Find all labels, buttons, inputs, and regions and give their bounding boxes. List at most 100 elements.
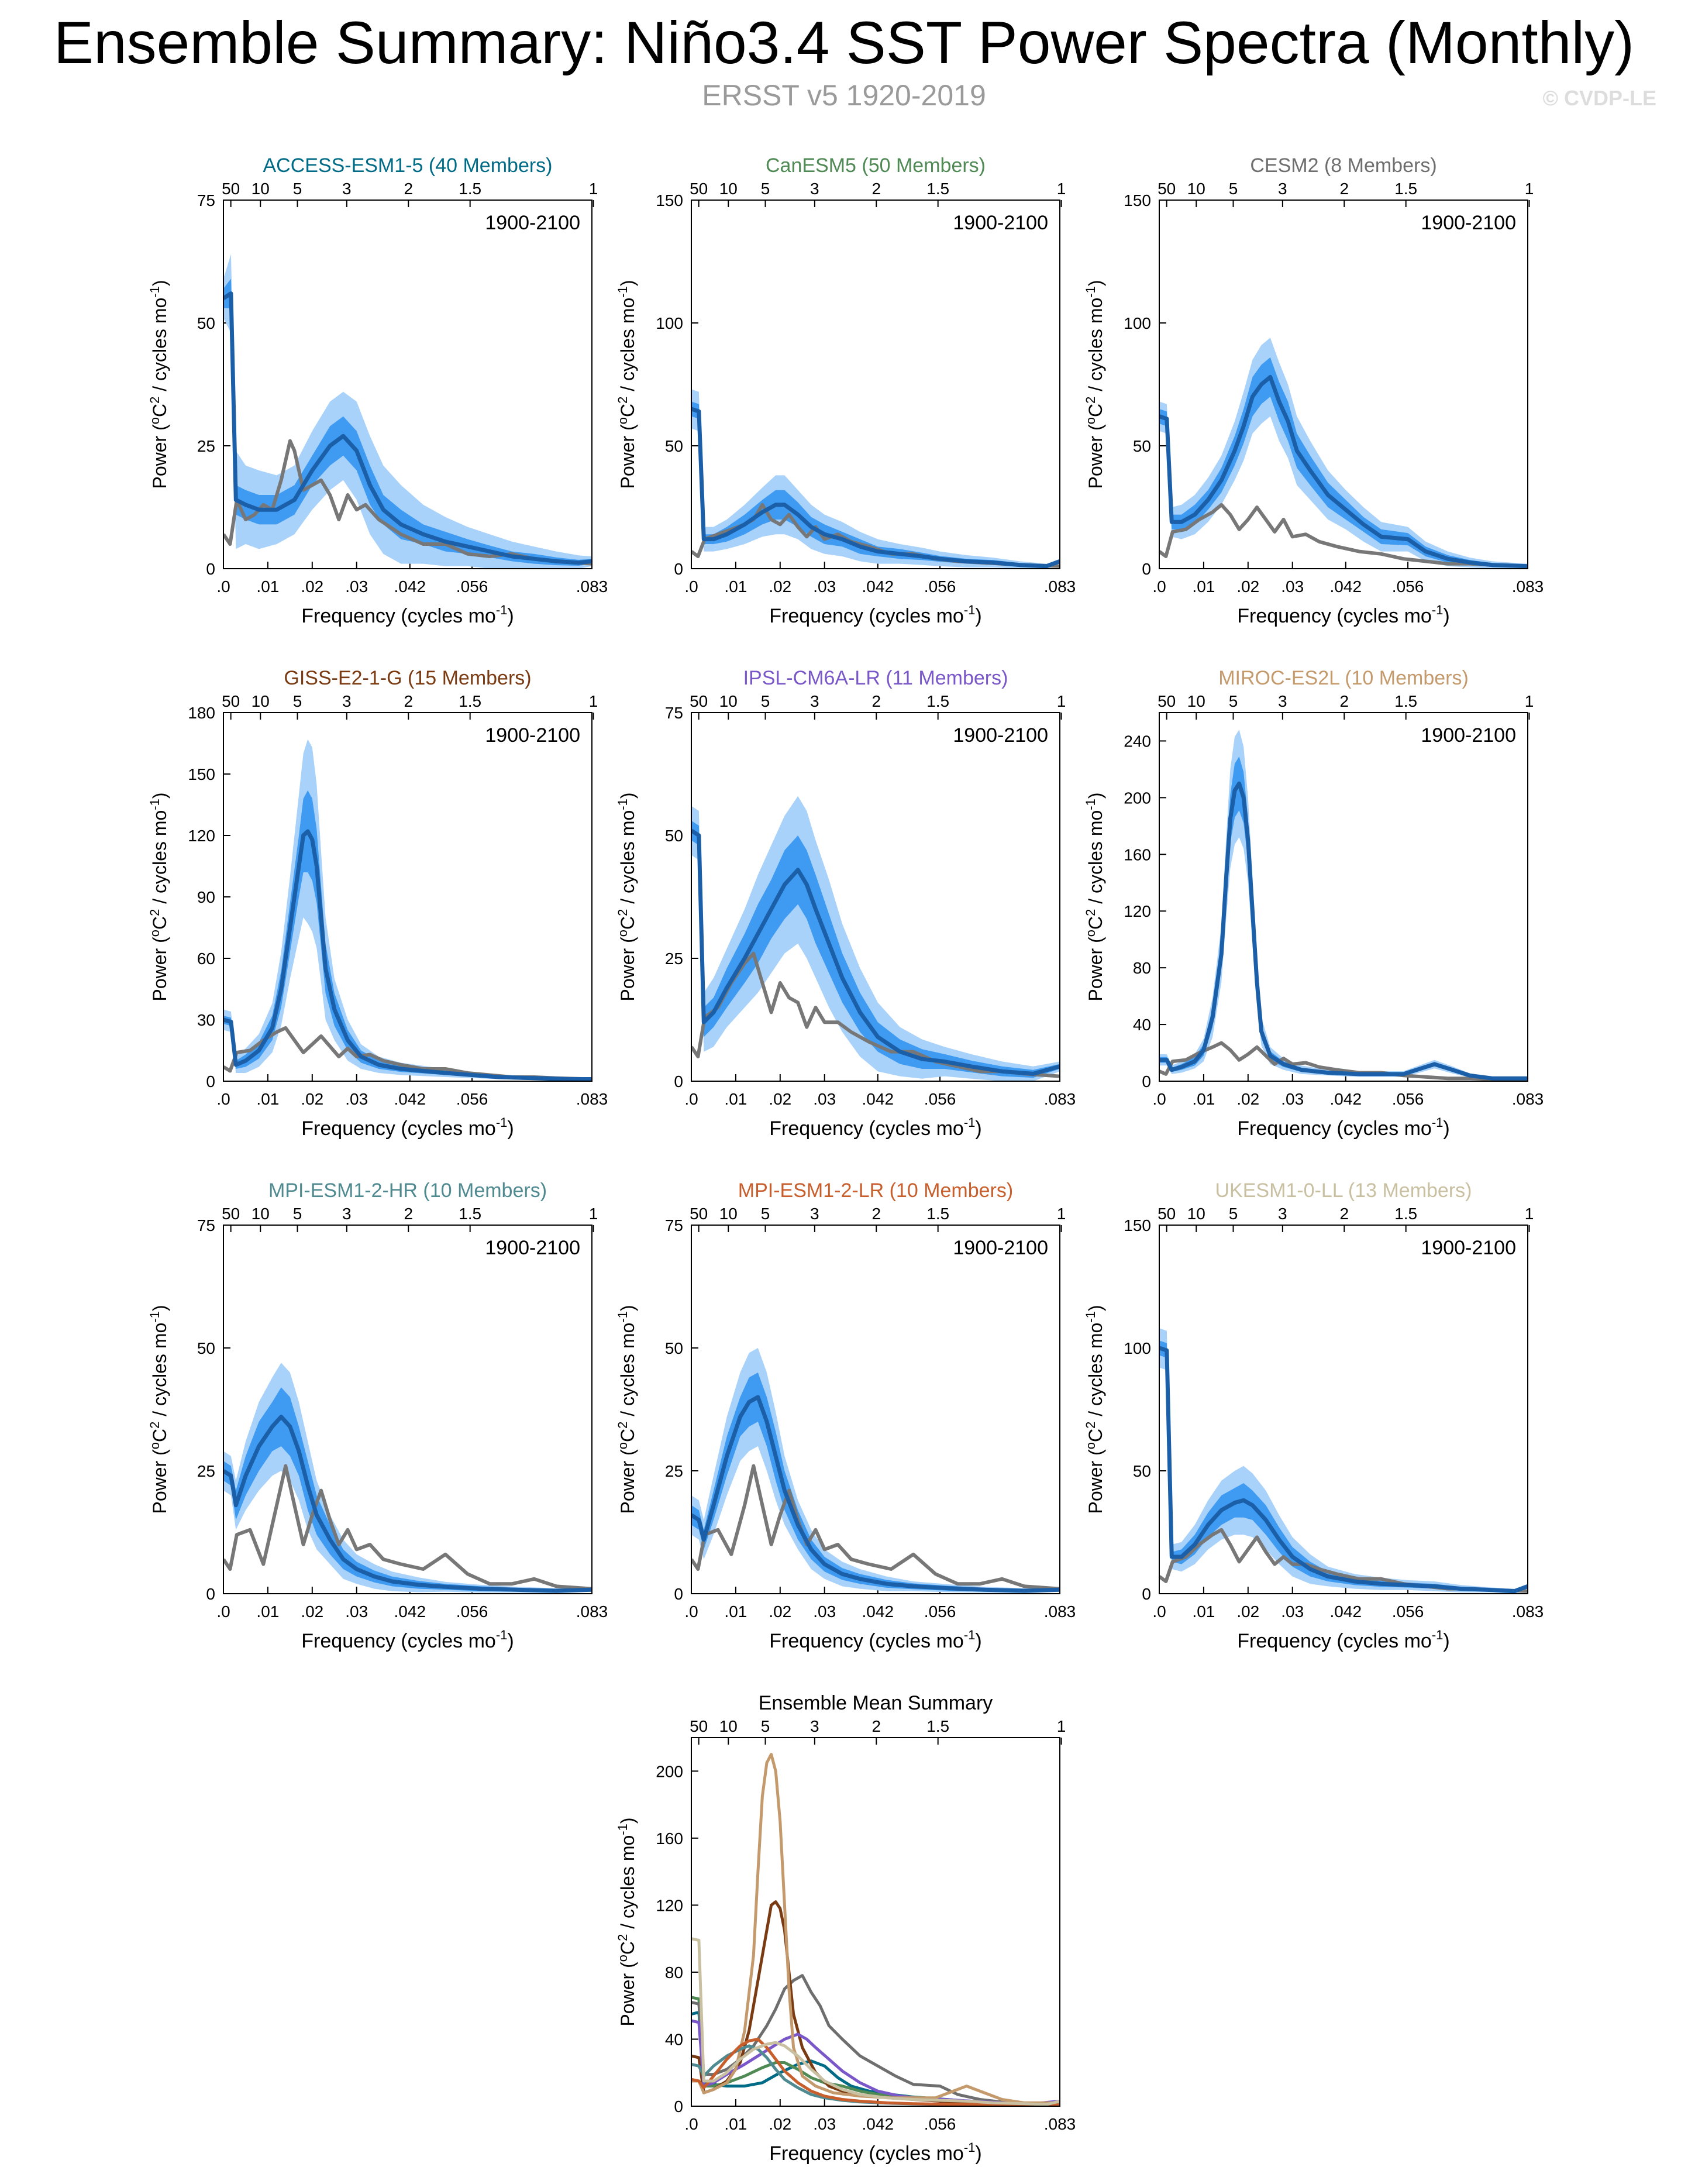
- panels: ACCESS-ESM1-5 (40 Members)50 10 5 3 2 1.5 1.0.…: [147, 154, 1544, 2165]
- figure-subtitle: ERSST v5 1920-2019: [702, 79, 986, 112]
- y-axis-label-part: -1: [615, 286, 630, 298]
- x-tick-label: .01: [1192, 577, 1215, 596]
- x-tick-label: .042: [394, 577, 426, 596]
- y-tick-label: 25: [197, 437, 215, 455]
- x-axis-label-text: Frequency (cycles mo: [1237, 1630, 1432, 1652]
- y-tick-label: 50: [1133, 1462, 1151, 1480]
- period-tick-label: 3: [342, 692, 352, 710]
- x-axis-label-text: Frequency (cycles mo: [301, 1117, 496, 1140]
- x-axis-label-sup: -1: [964, 1115, 976, 1130]
- period-tick-label: 2: [871, 180, 881, 198]
- y-axis-label-part: 2: [615, 397, 630, 404]
- y-axis-label-part: / cycles mo: [149, 298, 170, 397]
- period-tick-label: 5: [761, 1205, 770, 1223]
- y-axis-label-part: / cycles mo: [617, 810, 638, 909]
- period-tick-label: 1: [589, 1205, 598, 1223]
- panel-title: MIROC-ES2L (10 Members): [1218, 667, 1469, 689]
- figure-title: Ensemble Summary: Niño3.4 SST Power Spec…: [54, 9, 1634, 76]
- plot-frame: [691, 712, 1060, 1082]
- plot-area: [223, 1363, 592, 1594]
- y-axis-label-part: o: [1083, 930, 1098, 937]
- x-axis-label-sup: -1: [496, 1628, 508, 1642]
- x-tick-label: .02: [769, 577, 791, 596]
- x-tick-label: .02: [1236, 1090, 1259, 1108]
- y-axis-label-part: / cycles mo: [149, 1323, 170, 1422]
- x-axis-label: Frequency (cycles mo-1): [301, 603, 514, 627]
- period-tick-label: 1: [1525, 692, 1534, 710]
- x-tick-label: .083: [1512, 1090, 1544, 1108]
- plot-frame: [223, 1225, 592, 1594]
- observed-line: [223, 1464, 592, 1591]
- period-tick-label: 50: [222, 692, 240, 710]
- plot-area: [691, 1753, 1060, 2106]
- period-tick-label: 10: [252, 1205, 270, 1223]
- x-tick-label: .056: [456, 1602, 488, 1621]
- y-tick-label: 50: [197, 314, 215, 332]
- period-tick-label: 3: [1278, 692, 1287, 710]
- ensemble-mean-line: [1159, 781, 1528, 1081]
- period-label: 1900-2100: [485, 724, 580, 747]
- y-axis-label-part: 2: [615, 1422, 630, 1429]
- x-axis-label-sup: -1: [964, 1628, 976, 1642]
- period-tick-label: 10: [719, 692, 738, 710]
- x-tick-label: .02: [769, 1090, 791, 1108]
- chart-panel: MPI-ESM1-2-HR (10 Members) 50 10 5 3 2 1.5 1 .0.…: [147, 1179, 608, 1652]
- panel-title: UKESM1-0-LL (13 Members): [1215, 1179, 1472, 1202]
- period-tick-label: 5: [1229, 692, 1238, 710]
- x-axis-label: Frequency (cycles mo-1): [769, 2140, 981, 2165]
- panel-title: MPI-ESM1-2-HR (10 Members): [268, 1179, 547, 1202]
- period-tick-label: 1.5: [1394, 1205, 1417, 1223]
- y-tick-label: 100: [1124, 314, 1151, 332]
- period-tick-label: 1: [1057, 1717, 1066, 1735]
- chart-panel: ACCESS-ESM1-5 (40 Members) 50 10 5 3 2 1.5 1 .0.…: [147, 154, 608, 627]
- y-tick-label: 80: [665, 1963, 683, 1982]
- y-axis-label-part: Power (: [1085, 1449, 1106, 1514]
- y-axis-label-part: o: [615, 1442, 630, 1449]
- x-tick-label: .03: [813, 2115, 836, 2133]
- x-axis-label-sup: -1: [964, 2140, 976, 2155]
- y-tick-label: 240: [1124, 732, 1151, 750]
- ensemble-mean-line: [691, 407, 1060, 569]
- y-tick-label: 75: [665, 1216, 683, 1234]
- period-tick-label: 50: [222, 180, 240, 198]
- plot-area: [1159, 730, 1528, 1081]
- y-axis-label-part: / cycles mo: [617, 1323, 638, 1422]
- x-tick-label: .03: [1281, 577, 1304, 596]
- period-tick-label: 10: [252, 692, 270, 710]
- observed-line: [1159, 503, 1528, 568]
- y-tick-label: 0: [1142, 1585, 1151, 1603]
- y-axis-label-part: C: [617, 1429, 638, 1442]
- spread-band-outer: [223, 1363, 592, 1594]
- chart-panel: MPI-ESM1-2-LR (10 Members) 50 10 5 3 2 1.5 1 .0.…: [615, 1179, 1076, 1652]
- y-tick-label: 0: [206, 560, 215, 578]
- y-axis-label-part: 2: [1083, 1422, 1098, 1429]
- y-axis-label-part: o: [147, 1442, 162, 1449]
- x-tick-label: .03: [345, 1602, 368, 1621]
- x-tick-label: .01: [724, 2115, 747, 2133]
- plot-area: [1159, 1328, 1528, 1594]
- y-axis-label-part: o: [615, 1955, 630, 1962]
- y-tick-label: 100: [1124, 1339, 1151, 1357]
- y-axis-label-part: -1: [1083, 799, 1098, 810]
- period-tick-label: 1: [1057, 1205, 1066, 1223]
- period-tick-label: 1: [1525, 180, 1534, 198]
- period-tick-label: 2: [404, 1205, 413, 1223]
- plot-frame: [223, 200, 592, 569]
- x-tick-label: .03: [1281, 1090, 1304, 1108]
- x-axis-label-close: ): [507, 605, 514, 627]
- plot-area: [223, 254, 592, 569]
- plot-area: [1159, 338, 1528, 569]
- y-tick-label: 25: [665, 1462, 683, 1480]
- period-tick-label: 1: [589, 180, 598, 198]
- y-axis-label-part: -1: [615, 1824, 630, 1835]
- x-axis-label: Frequency (cycles mo-1): [769, 1628, 981, 1652]
- x-tick-label: .01: [724, 1090, 747, 1108]
- y-axis-label-part: Power (: [617, 424, 638, 489]
- period-tick-label: 5: [1229, 180, 1238, 198]
- x-tick-label: .0: [684, 1602, 698, 1621]
- y-tick-label: 0: [674, 2097, 683, 2116]
- period-tick-label: 1.5: [926, 1205, 949, 1223]
- x-tick-label: .02: [769, 1602, 791, 1621]
